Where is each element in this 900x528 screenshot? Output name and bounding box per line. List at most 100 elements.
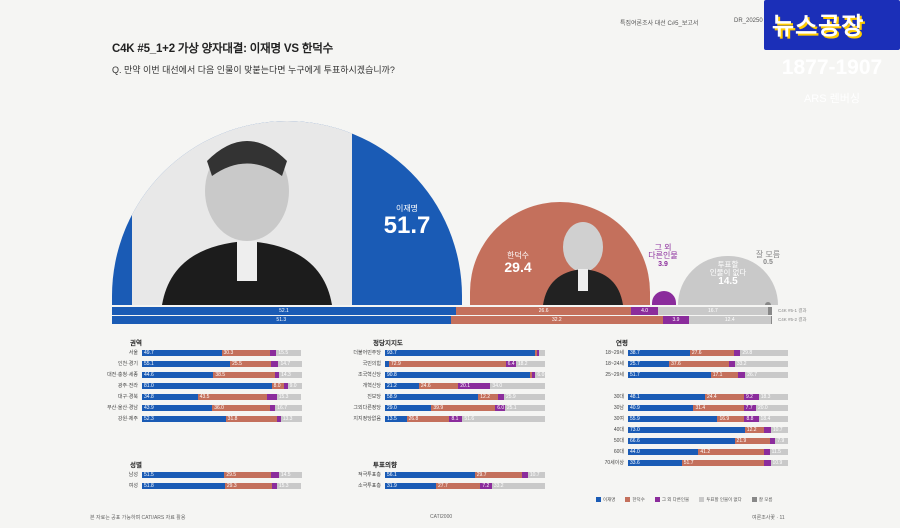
han-value: 29.4 — [504, 259, 532, 276]
region-bar-segment — [274, 371, 280, 378]
vote-bar-segment: 27.7 — [436, 482, 481, 489]
region-row-label: 대구·경북 — [117, 394, 138, 400]
footer-center: CATI2000 — [430, 514, 453, 520]
phone-sub: ARS 렌버싱 — [803, 93, 861, 105]
party-row-label: 개혁신당 — [362, 383, 381, 389]
party-bar-segment: 90.8 — [385, 371, 531, 378]
age-bar-segment: 51.7 — [681, 459, 765, 466]
vote-bar-segment — [522, 471, 528, 478]
age-bar-segment: 33.2 — [734, 360, 788, 367]
total-bar-segment: 26.6 — [455, 307, 632, 315]
region-row-label: 서울 — [128, 350, 138, 356]
age-row-label: 30여 — [613, 416, 624, 422]
age-bar-segment: 29.8 — [740, 349, 789, 356]
question-text: Q. 만약 이번 대선에서 다음 인물이 맞붙는다면 누구에게 투표하시겠습니까… — [112, 65, 395, 75]
vote-bar-segment: 31.9 — [385, 482, 437, 489]
age-bar-segment — [738, 371, 746, 378]
region-bar-segment: 43.5 — [197, 393, 268, 400]
logo-title: 뉴스공장 — [772, 13, 865, 40]
party-bar-segment: 6.0 — [495, 404, 505, 411]
region-bar-segment: 49.7 — [142, 349, 222, 356]
age-bar-segment: 17.1 — [710, 371, 739, 378]
age-bar-segment: 31.4 — [693, 404, 744, 411]
party-bar-segment: 18.2 — [515, 360, 545, 367]
legend-item-other: 그 외 다른인물 — [654, 497, 689, 503]
legend-item-lee: 이재명 — [596, 497, 615, 503]
age-row: 60대 44.0 41.2 11.5 — [586, 448, 788, 455]
age-bar-segment — [729, 360, 735, 367]
party-bar-segment: 51.6 — [462, 415, 545, 422]
other-name: 그 외 다른인물 — [648, 243, 678, 261]
party-bar-segment — [530, 371, 533, 378]
party-bar-segment — [385, 360, 389, 367]
total-bar-segment: 32.2 — [450, 316, 664, 324]
gender-bar-segment: 29.5 — [224, 471, 272, 478]
other-value: 3.9 — [658, 260, 668, 268]
gender-title: 성별 — [130, 462, 142, 469]
party-row: 그외다른정당 29.0 39.9 6.0 25.1 — [343, 404, 545, 411]
footer-left: 본 자료는 공표 가능하며 CATI/ARS 자료 활용 — [90, 515, 186, 521]
vote-row-label: 소극투표층 — [357, 483, 381, 489]
legend-item-dk: 잘 모름 — [751, 497, 772, 503]
party-bar-segment — [534, 349, 538, 356]
vote-title: 투표의향 — [373, 462, 397, 469]
age-row-label: 18~24세 — [605, 361, 624, 367]
age-bar-segment: 37.6 — [669, 360, 730, 367]
age-bar-segment: 18.3 — [758, 393, 788, 400]
total-bar-segment: 4.0 — [631, 307, 658, 315]
age-row-label: 30남 — [613, 405, 624, 411]
total-bar-segment: 16.7 — [657, 307, 769, 315]
region-bar-segment: 13.3 — [280, 415, 302, 422]
dk-value: 0.5 — [763, 259, 773, 267]
age-bar-segment — [733, 349, 741, 356]
region-row-label: 대전·충청·세종 — [107, 372, 138, 378]
party-row-label: 지지정당없음 — [353, 416, 381, 422]
party-row: 조국혁신당 90.8 6.0 — [343, 371, 545, 378]
party-row: 지지정당없음 13.5 26.8 8.1 51.6 — [343, 415, 545, 422]
total-bar-label: C4K #5-2 결과 — [778, 317, 807, 322]
vote-bar-segment: 56.1 — [385, 471, 475, 478]
gender-bar-segment: 29.3 — [224, 482, 272, 489]
age-row: 30대 48.1 24.4 9.2 18.3 — [586, 393, 788, 400]
han-name: 한덕수 — [506, 251, 530, 260]
party-bar-segment: 34.0 — [490, 382, 545, 389]
party-bar-segment: 21.2 — [385, 382, 419, 389]
age-bar-segment — [764, 426, 771, 433]
legend-item-han: 한덕수 — [625, 497, 645, 503]
party-bar-segment: 6.4 — [505, 360, 516, 367]
gender-row: 여성 51.8 29.3 15.3 — [100, 482, 302, 489]
age-row: 18~29세 38.7 27.6 29.8 — [586, 349, 789, 356]
age-bar-segment: 10.7 — [770, 426, 788, 433]
age-row: 25~29세 51.7 17.1 26.7 — [586, 371, 788, 378]
region-bar-segment: 15.3 — [276, 393, 302, 400]
total-bar-row: 51.3 32.2 3.9 12.4 — [112, 316, 772, 324]
lee-portrait — [132, 121, 352, 305]
age-row-label: 70세이상 — [604, 460, 624, 466]
age-bar-segment: 38.7 — [628, 349, 690, 356]
age-bar-segment: 21.9 — [734, 437, 770, 444]
age-bar-segment: 10.9 — [770, 459, 788, 466]
han-bubble: 한덕수 29.4 — [470, 202, 650, 305]
total-bar-segment — [768, 307, 772, 315]
region-bar-segment — [269, 404, 276, 411]
gender-bar-segment: 15.3 — [276, 482, 302, 489]
age-bar-segment: 51.7 — [628, 371, 711, 378]
total-bar-row: 52.1 26.6 4.0 16.7 — [112, 307, 772, 315]
legend: 이재명 한덕수 그 외 다른인물 투표할 인물이 없다 잘 모름 — [596, 497, 772, 503]
region-bar-segment: 43.9 — [142, 404, 213, 411]
party-bar-segment — [532, 371, 536, 378]
party-bar-segment — [497, 393, 504, 400]
age-bar-segment: 8.8 — [744, 415, 759, 422]
age-row-label: 40대 — [613, 427, 624, 433]
age-bar-segment: 20.0 — [755, 404, 788, 411]
party-row: 진보당 58.9 12.2 25.9 — [343, 393, 545, 400]
party-bar-segment: 8.1 — [449, 415, 463, 422]
header-right-text: DR_20250 — [734, 18, 763, 24]
age-bar-segment: 26.7 — [745, 371, 788, 378]
dk-bubble — [765, 302, 771, 305]
region-bar-segment: 31.8 — [225, 415, 277, 422]
party-bar-segment: 13.5 — [385, 415, 407, 422]
age-bar-segment — [764, 459, 771, 466]
region-row: 대전·충청·세종 44.6 38.5 14.3 — [100, 371, 302, 378]
